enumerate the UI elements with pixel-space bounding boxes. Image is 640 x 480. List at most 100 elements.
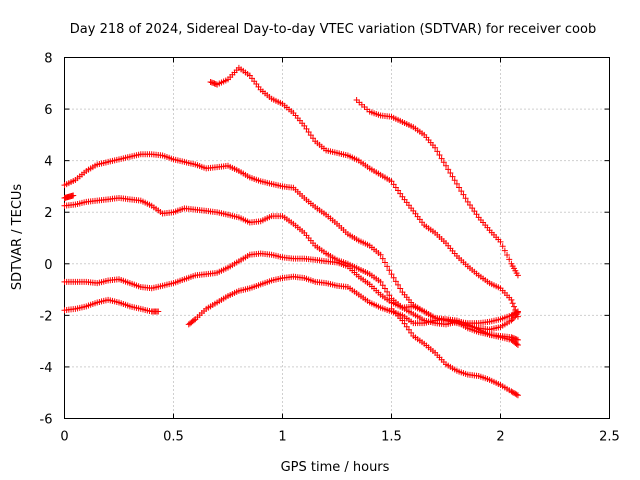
data-point <box>513 391 520 398</box>
data-point <box>434 148 441 155</box>
data-point <box>458 188 465 195</box>
data-point <box>403 323 410 330</box>
data-point <box>381 285 388 292</box>
data-point <box>512 306 519 313</box>
plot-frame <box>64 57 610 419</box>
data-point <box>464 198 471 205</box>
data-point <box>511 303 518 310</box>
data-point <box>501 247 508 254</box>
data-point <box>392 184 399 191</box>
data-point <box>506 256 513 263</box>
data-point <box>504 252 511 259</box>
data-point <box>397 190 404 197</box>
x-tick-label: 0 <box>60 430 68 445</box>
series-s6 <box>207 64 521 320</box>
data-point <box>473 211 480 218</box>
data-point <box>514 313 521 320</box>
data-point <box>471 208 478 215</box>
data-point <box>388 271 395 278</box>
data-point <box>392 278 399 285</box>
data-point <box>438 155 445 162</box>
data-point <box>508 296 515 303</box>
data-point <box>499 243 506 250</box>
data-point <box>497 238 504 245</box>
data-point <box>508 334 515 341</box>
y-tick-label: -6 <box>40 413 53 428</box>
data-point <box>210 80 217 87</box>
data-point <box>445 166 452 173</box>
data-point <box>384 288 391 295</box>
data-point <box>405 326 412 333</box>
data-point <box>447 170 454 177</box>
data-point <box>212 81 219 88</box>
y-tick-label: -4 <box>40 361 53 376</box>
data-point <box>462 195 469 202</box>
data-point <box>401 320 408 327</box>
data-point <box>514 272 521 279</box>
data-point <box>466 201 473 208</box>
series-s8 <box>388 305 521 399</box>
data-point <box>208 79 215 86</box>
data-point <box>310 135 317 142</box>
data-point <box>190 317 197 324</box>
x-tick-label: 2.5 <box>599 430 620 445</box>
series-s5 <box>185 273 521 343</box>
data-point <box>397 285 404 292</box>
data-point <box>377 251 384 258</box>
data-point <box>456 184 463 191</box>
x-tick-label: 1.5 <box>381 430 402 445</box>
x-tick-label: 0.5 <box>163 430 184 445</box>
y-tick-label: 6 <box>44 103 52 118</box>
data-point <box>514 336 521 343</box>
data-point <box>399 317 406 324</box>
data-point <box>207 78 214 85</box>
data-point <box>301 122 308 129</box>
series-s9 <box>61 192 77 202</box>
data-point <box>511 335 518 342</box>
data-point <box>408 329 415 336</box>
data-point <box>449 173 456 180</box>
data-point <box>512 335 519 342</box>
grid-lines <box>64 57 610 419</box>
series-s7 <box>353 97 521 279</box>
data-point <box>305 129 312 136</box>
x-tick-label: 2 <box>496 430 504 445</box>
data-point <box>390 181 397 188</box>
data-point <box>384 263 391 270</box>
series-s4 <box>61 296 162 315</box>
data-point <box>395 187 402 194</box>
data-point <box>509 334 516 341</box>
y-tick-label: 8 <box>44 52 52 67</box>
data-point <box>155 308 162 315</box>
data-point <box>453 180 460 187</box>
data-point <box>307 132 314 139</box>
data-point <box>440 159 447 166</box>
data-point <box>381 259 388 266</box>
series-s3 <box>61 250 521 349</box>
y-tick-label: 4 <box>44 155 52 170</box>
data-point <box>451 177 458 184</box>
y-tick-label: -2 <box>40 309 53 324</box>
series-s2 <box>61 195 521 328</box>
data-point <box>436 151 443 158</box>
axis-ticks: 0 0.5 1 1.5 2 2.5 -6 -4 -2 0 2 4 6 8 <box>40 52 620 445</box>
data-point <box>443 162 449 169</box>
chart-title: Day 218 of 2024, Sidereal Day-to-day VTE… <box>70 22 596 37</box>
y-tick-label: 0 <box>44 258 52 273</box>
data-point <box>514 342 521 349</box>
data-point <box>379 255 386 262</box>
y-axis-label: SDTVAR / TECUs <box>10 184 25 291</box>
data-point <box>386 267 393 274</box>
data-point <box>303 125 310 132</box>
data-point <box>460 191 467 198</box>
x-axis-label: GPS time / hours <box>281 460 390 475</box>
data-point <box>514 392 521 399</box>
data-point <box>388 178 395 185</box>
data-point <box>70 192 77 199</box>
data-point <box>513 310 520 317</box>
data-point <box>509 300 516 307</box>
data-point <box>432 144 439 151</box>
data-point <box>386 292 393 299</box>
data-point <box>395 281 402 288</box>
